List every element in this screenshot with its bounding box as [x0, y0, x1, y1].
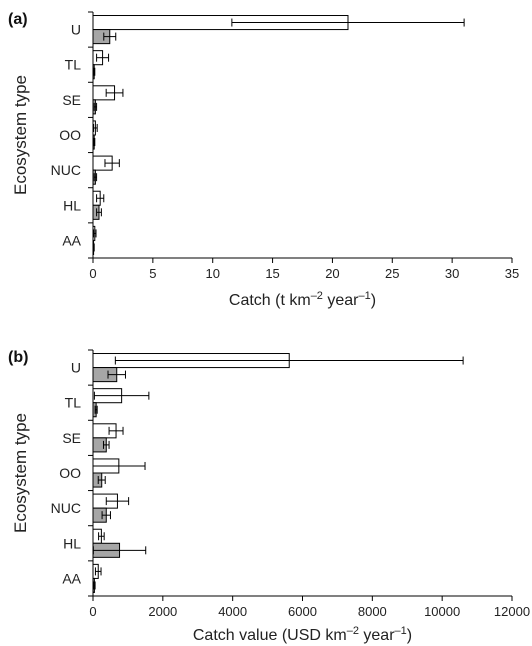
x-axis-label-superscript: –1: [359, 290, 371, 302]
category-label: SE: [62, 92, 81, 108]
category-label: TL: [65, 57, 82, 73]
x-axis-label: Catch (t km–2 year–1): [229, 290, 376, 309]
category-label: OO: [59, 127, 81, 143]
category-label: NUC: [51, 500, 81, 516]
x-tick-label: 6000: [288, 604, 317, 619]
category-label: SE: [62, 430, 81, 446]
x-axis-label-superscript: –2: [311, 290, 323, 302]
category-label: NUC: [51, 162, 81, 178]
x-axis-label-part: Catch (t km: [229, 292, 311, 309]
x-axis-label-part: year: [323, 292, 359, 309]
x-tick-label: 20: [325, 266, 339, 281]
x-axis-label-superscript: –1: [395, 625, 407, 637]
x-tick-label: 0: [89, 604, 96, 619]
x-tick-label: 2000: [148, 604, 177, 619]
x-tick-label: 12000: [494, 604, 530, 619]
x-tick-label: 15: [265, 266, 279, 281]
x-tick-label: 30: [445, 266, 459, 281]
x-tick-label: 35: [505, 266, 519, 281]
x-tick-label: 10000: [424, 604, 460, 619]
category-label: OO: [59, 465, 81, 481]
category-label: U: [71, 360, 81, 376]
y-axis-label: Ecosystem type: [11, 413, 30, 533]
x-axis-label-superscript: –2: [347, 625, 359, 637]
category-label: AA: [62, 232, 81, 248]
x-tick-label: 0: [89, 266, 96, 281]
x-axis-label-part: year: [359, 627, 395, 644]
x-tick-label: 5: [149, 266, 156, 281]
x-axis-label-part: ): [371, 292, 376, 309]
y-axis-label: Ecosystem type: [11, 75, 30, 195]
x-tick-label: 25: [385, 266, 399, 281]
panel-label: (a): [8, 11, 28, 28]
category-label: U: [71, 22, 81, 38]
chart-panel-1: 0 5 10 15 20 25 30 35 U TL SE OO NUC HL AA (a) Ecosystem…: [8, 11, 519, 309]
panel-label: (b): [8, 349, 28, 366]
category-label: AA: [62, 570, 81, 586]
category-label: HL: [63, 535, 81, 551]
chart-panel-2: 0 2000 4000 6000 8000 10000 12000 U TL SE OO NUC HL A…: [8, 349, 530, 644]
x-axis-label-part: Catch value (USD km: [193, 627, 347, 644]
x-tick-label: 10: [205, 266, 219, 281]
x-axis-label-part: ): [407, 627, 412, 644]
x-tick-label: 8000: [358, 604, 387, 619]
x-tick-label: 4000: [218, 604, 247, 619]
category-label: TL: [65, 395, 82, 411]
x-axis-label: Catch value (USD km–2 year–1): [193, 625, 412, 644]
category-label: HL: [63, 197, 81, 213]
